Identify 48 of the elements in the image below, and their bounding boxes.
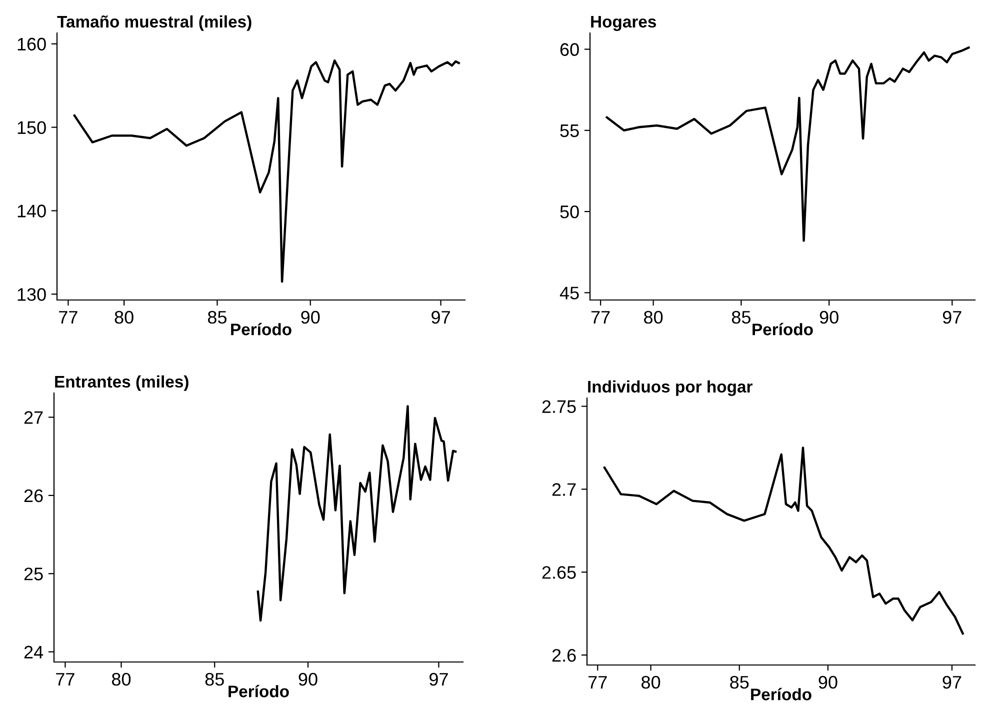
x-tick-label: 90 [818, 676, 838, 689]
x-tick-label: 97 [942, 310, 962, 324]
x-tick-label: 85 [732, 310, 750, 324]
x-axis-title: Período [228, 684, 289, 698]
line-series [256, 405, 457, 622]
x-tick-label: 97 [430, 672, 448, 686]
x-tick-label: 85 [208, 310, 227, 324]
y-tick-label: 26 [24, 489, 43, 502]
y-tick-label: 2.6 [552, 648, 576, 662]
x-tick-label: 77 [56, 673, 74, 686]
x-tick-label: 97 [432, 310, 450, 324]
x-tick-label: 77 [591, 311, 610, 324]
y-tick-label: 2.75 [542, 400, 576, 414]
x-tick-label: 90 [820, 310, 838, 324]
x-tick-label: 77 [59, 311, 78, 324]
y-tick-label: 2.65 [542, 566, 576, 579]
y-tick-label: 55 [560, 124, 579, 138]
y-tick-label: 45 [560, 286, 579, 300]
y-tick-label: 140 [18, 204, 46, 218]
y-tick-label: 2.7 [552, 483, 576, 496]
y-tick-label: 50 [560, 205, 579, 218]
x-axis-title: Período [231, 322, 292, 336]
line-series [606, 46, 970, 242]
x-tick-label: 80 [114, 310, 134, 324]
y-tick-label: 60 [560, 43, 579, 56]
x-axis-title: Período [752, 322, 813, 336]
x-tick-label: 97 [942, 676, 962, 689]
chart-title: Individuos por hogar [588, 380, 752, 396]
x-tick-label: 90 [301, 310, 320, 324]
line-series [73, 59, 460, 283]
y-tick-label: 25 [24, 568, 43, 580]
x-tick-label: 80 [642, 676, 660, 689]
chart-title: Hogares [591, 16, 656, 31]
y-tick-label: 160 [18, 38, 46, 51]
x-tick-label: 77 [588, 676, 607, 688]
y-tick-label: 130 [18, 288, 46, 301]
x-tick-label: 80 [112, 672, 131, 686]
x-tick-label: 85 [205, 672, 224, 686]
y-tick-label: 150 [18, 121, 46, 134]
x-tick-label: 90 [298, 672, 318, 686]
line-series [603, 446, 964, 635]
x-axis-title: Período [751, 688, 812, 700]
chart-title: Tamaño muestral (miles) [57, 15, 252, 31]
y-tick-label: 24 [24, 646, 44, 658]
x-tick-label: 80 [644, 310, 663, 324]
chart-title: Entrantes (miles) [55, 375, 188, 391]
x-tick-label: 85 [730, 676, 749, 689]
y-tick-label: 27 [24, 411, 43, 424]
